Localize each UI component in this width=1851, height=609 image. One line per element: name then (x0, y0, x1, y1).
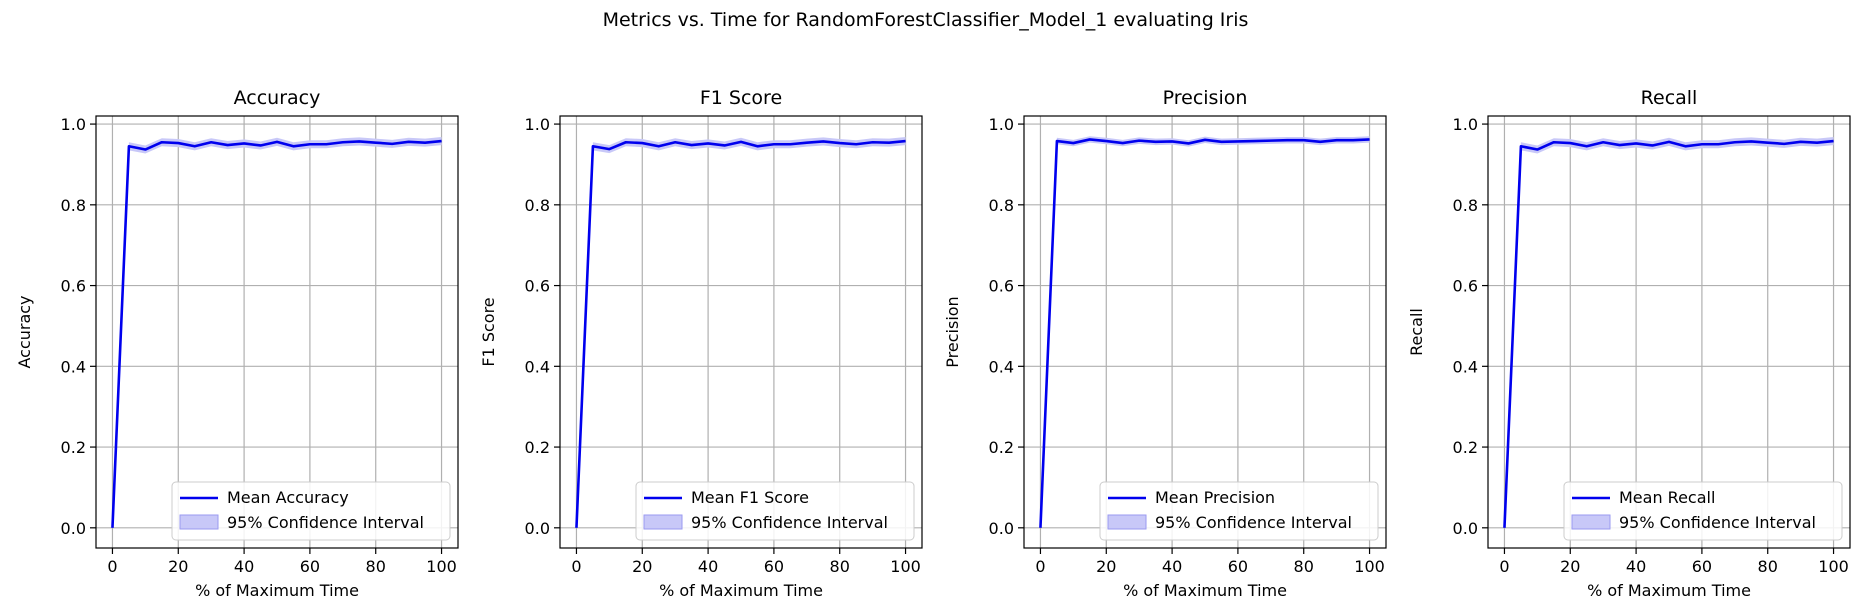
y-tick-label: 0.6 (989, 277, 1014, 296)
y-tick-label: 0.8 (989, 196, 1014, 215)
y-tick-label: 0.0 (989, 519, 1014, 538)
x-tick-label: 60 (1692, 557, 1712, 576)
x-tick-label: 40 (698, 557, 718, 576)
y-tick-label: 0.4 (525, 357, 550, 376)
y-tick-label: 0.8 (525, 196, 550, 215)
mean-line (1039, 138, 1370, 528)
subplot-2: 0 20 40 60 80 100 0.0 0.2 0.4 0.6 0.8 1.0 Precision%… (943, 87, 1387, 600)
x-axis-label: % of Maximum Time (195, 581, 359, 600)
subplot-3: 0 20 40 60 80 100 0.0 0.2 0.4 0.6 0.8 1.0 Recall % of… (1407, 87, 1851, 600)
y-tick-label: 0.8 (61, 196, 86, 215)
y-tick-label: 1.0 (525, 115, 550, 134)
legend-box (171, 481, 451, 541)
subplot-panels: 0 20 40 60 80 100 0.0 0.2 0.4 0.6 0.8 1.0 Accuracy % … (15, 87, 1851, 600)
subplot-title: F1 Score (700, 87, 782, 109)
y-tick-label: 0.6 (525, 277, 550, 296)
y-tick-label: 0.0 (61, 519, 86, 538)
y-tick-label: 0.2 (1453, 438, 1478, 457)
x-axis-label: % of Maximum Time (659, 581, 823, 600)
x-tick-label: 20 (632, 557, 652, 576)
legend-box (1099, 481, 1379, 541)
y-tick-label: 0.4 (989, 357, 1014, 376)
x-tick-label: 100 (1818, 557, 1849, 576)
legend-label-mean: Mean F1 Score (691, 488, 809, 507)
legend-band-swatch (1107, 514, 1147, 530)
legend-band-swatch (643, 514, 683, 530)
y-tick-label: 0.8 (1453, 196, 1478, 215)
x-tick-label: 80 (366, 557, 386, 576)
axes-frame (559, 115, 923, 549)
x-tick-label: 80 (1294, 557, 1314, 576)
legend-label-ci: 95% Confidence Interval (691, 513, 888, 532)
x-tick-label: 100 (890, 557, 921, 576)
mean-line (575, 139, 906, 528)
subplot-1: 0 20 40 60 80 100 0.0 0.2 0.4 0.6 0.8 1.0 F1 Score % … (479, 87, 923, 600)
x-tick-label: 80 (830, 557, 850, 576)
legend: Mean F1 Score 95% Confidence Interval (635, 481, 915, 541)
subplot-title: Accuracy (234, 87, 321, 109)
y-axis-label: Accuracy (15, 295, 34, 368)
legend-label-ci: 95% Confidence Interval (227, 513, 424, 532)
legend-box (1563, 481, 1843, 541)
x-tick-label: 100 (426, 557, 457, 576)
y-tick-label: 0.6 (1453, 277, 1478, 296)
x-tick-label: 80 (1758, 557, 1778, 576)
y-axis-label: F1 Score (479, 297, 498, 366)
confidence-band (112, 136, 442, 528)
y-tick-label: 0.4 (61, 357, 86, 376)
y-tick-label: 0.4 (1453, 357, 1478, 376)
y-tick-label: 0.6 (61, 277, 86, 296)
y-axis-label: Recall (1407, 308, 1426, 356)
x-tick-label: 0 (571, 557, 581, 576)
subplot-title: Precision (1163, 87, 1248, 109)
mean-line (111, 139, 442, 528)
subplot-0: 0 20 40 60 80 100 0.0 0.2 0.4 0.6 0.8 1.0 Accuracy % … (15, 87, 459, 600)
axes-frame (1487, 115, 1851, 549)
y-tick-label: 0.2 (989, 438, 1014, 457)
x-tick-label: 60 (1228, 557, 1248, 576)
legend-label-ci: 95% Confidence Interval (1155, 513, 1352, 532)
y-tick-label: 1.0 (61, 115, 86, 134)
confidence-band (576, 136, 906, 528)
x-tick-label: 0 (107, 557, 117, 576)
y-tick-label: 0.2 (61, 438, 86, 457)
axes-frame (1023, 115, 1387, 549)
y-axis-label: Precision (943, 296, 962, 367)
x-tick-label: 40 (1626, 557, 1646, 576)
x-tick-label: 60 (764, 557, 784, 576)
x-tick-label: 60 (300, 557, 320, 576)
axes-frame (95, 115, 459, 549)
x-axis-label: % of Maximum Time (1123, 581, 1287, 600)
legend-label-mean: Mean Recall (1619, 488, 1715, 507)
legend-box (635, 481, 915, 541)
confidence-band (1040, 136, 1370, 528)
x-tick-label: 0 (1499, 557, 1509, 576)
legend: Mean Accuracy 95% Confidence Interval (171, 481, 451, 541)
figure-suptitle: Metrics vs. Time for RandomForestClassif… (603, 9, 1249, 31)
x-tick-label: 100 (1354, 557, 1385, 576)
y-tick-label: 0.0 (525, 519, 550, 538)
subplot-title: Recall (1641, 87, 1698, 109)
x-tick-label: 40 (234, 557, 254, 576)
mean-line (1503, 139, 1834, 528)
x-tick-label: 40 (1162, 557, 1182, 576)
y-tick-label: 1.0 (989, 115, 1014, 134)
legend-label-ci: 95% Confidence Interval (1619, 513, 1816, 532)
legend-band-swatch (1571, 514, 1611, 530)
confidence-band (1504, 136, 1834, 528)
x-tick-label: 20 (1096, 557, 1116, 576)
legend: Mean Recall 95% Confidence Interval (1563, 481, 1843, 541)
legend-band-swatch (179, 514, 219, 530)
legend-label-mean: Mean Precision (1155, 488, 1275, 507)
y-tick-label: 0.0 (1453, 519, 1478, 538)
x-tick-label: 20 (168, 557, 188, 576)
x-tick-label: 0 (1035, 557, 1045, 576)
legend: Mean Precision 95% Confidence Interval (1099, 481, 1379, 541)
x-tick-label: 20 (1560, 557, 1580, 576)
legend-label-mean: Mean Accuracy (227, 488, 349, 507)
y-tick-label: 1.0 (1453, 115, 1478, 134)
y-tick-label: 0.2 (525, 438, 550, 457)
x-axis-label: % of Maximum Time (1587, 581, 1751, 600)
